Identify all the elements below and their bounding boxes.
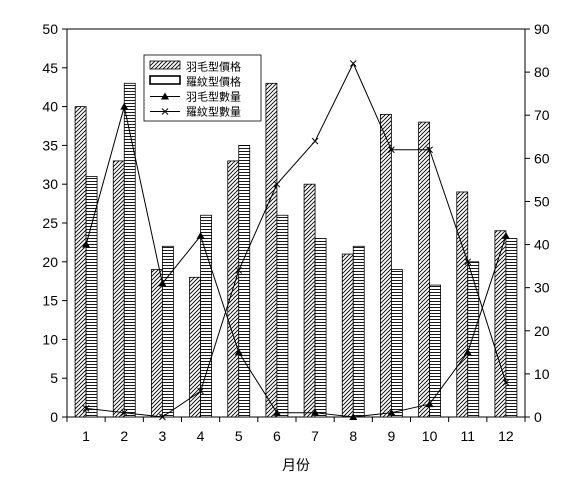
point-rib-quantity-6 <box>273 180 281 188</box>
y-left-tick-label: 20 <box>42 254 58 270</box>
point-rib-quantity-3 <box>159 413 166 421</box>
bar-feather-price-2 <box>112 160 125 418</box>
bar-rib-price-8 <box>352 245 365 418</box>
x-tick-label: 12 <box>498 428 514 444</box>
x-tick-label: 5 <box>235 428 243 444</box>
point-rib-quantity-1 <box>82 405 90 412</box>
plot-frame <box>66 28 526 418</box>
y-left-tick-label: 10 <box>42 331 58 347</box>
point-feather-quantity-3 <box>158 279 167 287</box>
legend-marker-triangle <box>161 92 169 100</box>
x-tick-label: 8 <box>349 428 357 444</box>
x-tick-label: 3 <box>159 428 167 444</box>
y-left-tick-label: 25 <box>42 215 58 231</box>
legend-label: 羅紋型價格 <box>186 75 241 89</box>
bar-feather-price-3 <box>151 269 163 418</box>
legend-swatch <box>149 75 181 85</box>
point-feather-quantity-4 <box>196 231 205 239</box>
x-tick-label: 11 <box>460 428 475 444</box>
bar-rib-price-10 <box>429 284 441 418</box>
bar-feather-price-7 <box>303 183 316 418</box>
bar-rib-price-11 <box>467 261 480 418</box>
point-rib-quantity-2 <box>120 409 128 417</box>
x-tick-label: 7 <box>311 428 319 444</box>
y-right-tick-label: 80 <box>534 64 550 80</box>
line-feather-quantity <box>85 106 507 418</box>
y-left-tick-label: 15 <box>42 293 58 309</box>
axes-layer: 0510152025303540455001020304050607080901… <box>42 21 549 444</box>
bar-rib-price-1 <box>85 176 98 418</box>
y-right-tick-label: 70 <box>534 107 550 123</box>
point-feather-quantity-12 <box>501 231 510 239</box>
point-rib-quantity-8 <box>349 60 357 67</box>
bar-rib-price-6 <box>276 214 289 418</box>
x-tick-label: 4 <box>197 428 205 444</box>
y-left-tick-label: 5 <box>50 370 58 386</box>
point-rib-quantity-12 <box>502 379 510 386</box>
y-right-tick-label: 10 <box>534 366 550 382</box>
y-left-tick-label: 40 <box>42 99 58 115</box>
x-tick-label: 10 <box>422 428 438 444</box>
point-feather-quantity-1 <box>82 240 91 248</box>
y-left-tick-label: 45 <box>42 60 58 76</box>
bar-rib-price-4 <box>200 214 212 418</box>
y-left-tick-label: 50 <box>42 21 58 37</box>
x-axis-title: 月份 <box>282 457 310 473</box>
point-feather-quantity-7 <box>311 408 320 416</box>
point-feather-quantity-8 <box>349 413 358 420</box>
y-right-tick-label: 50 <box>534 193 550 209</box>
legend-label: 羽毛型價格 <box>186 60 241 74</box>
bar-rib-price-12 <box>505 238 518 418</box>
bar-feather-price-4 <box>189 276 201 418</box>
point-rib-quantity-4 <box>197 387 204 395</box>
line-layer <box>82 60 510 421</box>
point-rib-quantity-10 <box>426 146 433 154</box>
y-right-tick-label: 90 <box>534 21 550 37</box>
y-right-tick-label: 30 <box>534 280 550 296</box>
point-feather-quantity-6 <box>272 408 281 416</box>
bar-feather-price-9 <box>380 113 392 418</box>
y-right-tick-label: 0 <box>534 409 542 425</box>
point-rib-quantity-9 <box>388 146 395 154</box>
bar-rib-price-3 <box>162 245 174 418</box>
y-left-tick-label: 35 <box>42 137 58 153</box>
y-right-tick-label: 40 <box>534 237 550 253</box>
y-left-tick-label: 0 <box>50 409 58 425</box>
plot-area <box>66 28 526 418</box>
bar-rib-price-5 <box>238 144 251 418</box>
bar-feather-price-1 <box>74 106 87 418</box>
y-right-tick-label: 60 <box>534 150 550 166</box>
legend-marker-x <box>161 108 169 115</box>
y-left-tick-label: 30 <box>42 176 58 192</box>
bar-feather-price-10 <box>418 121 430 418</box>
bar-feather-price-11 <box>456 191 469 418</box>
bar-rib-price-9 <box>391 269 403 418</box>
bar-rib-price-7 <box>314 238 327 418</box>
legend-swatch <box>149 60 181 70</box>
point-feather-quantity-5 <box>234 348 243 356</box>
legend-label: 羅紋型數量 <box>186 105 241 119</box>
point-feather-quantity-10 <box>425 400 434 408</box>
x-tick-label: 6 <box>273 428 281 444</box>
point-feather-quantity-2 <box>120 102 129 110</box>
y-right-tick-label: 20 <box>534 323 550 339</box>
bar-rib-price-2 <box>123 82 136 418</box>
point-feather-quantity-9 <box>387 408 396 416</box>
bar-feather-price-12 <box>494 230 507 418</box>
point-rib-quantity-7 <box>311 137 319 145</box>
bar-feather-price-8 <box>341 253 354 418</box>
legend-label: 羽毛型數量 <box>186 90 241 104</box>
line-rib-quantity <box>86 62 507 418</box>
x-tick-label: 2 <box>120 428 128 444</box>
x-tick-label: 1 <box>82 428 90 444</box>
point-rib-quantity-11 <box>464 258 472 266</box>
x-tick-label: 9 <box>388 428 396 444</box>
bar-layer <box>74 82 518 418</box>
bar-feather-price-6 <box>265 82 278 418</box>
point-rib-quantity-5 <box>235 267 243 274</box>
point-feather-quantity-11 <box>463 348 472 356</box>
